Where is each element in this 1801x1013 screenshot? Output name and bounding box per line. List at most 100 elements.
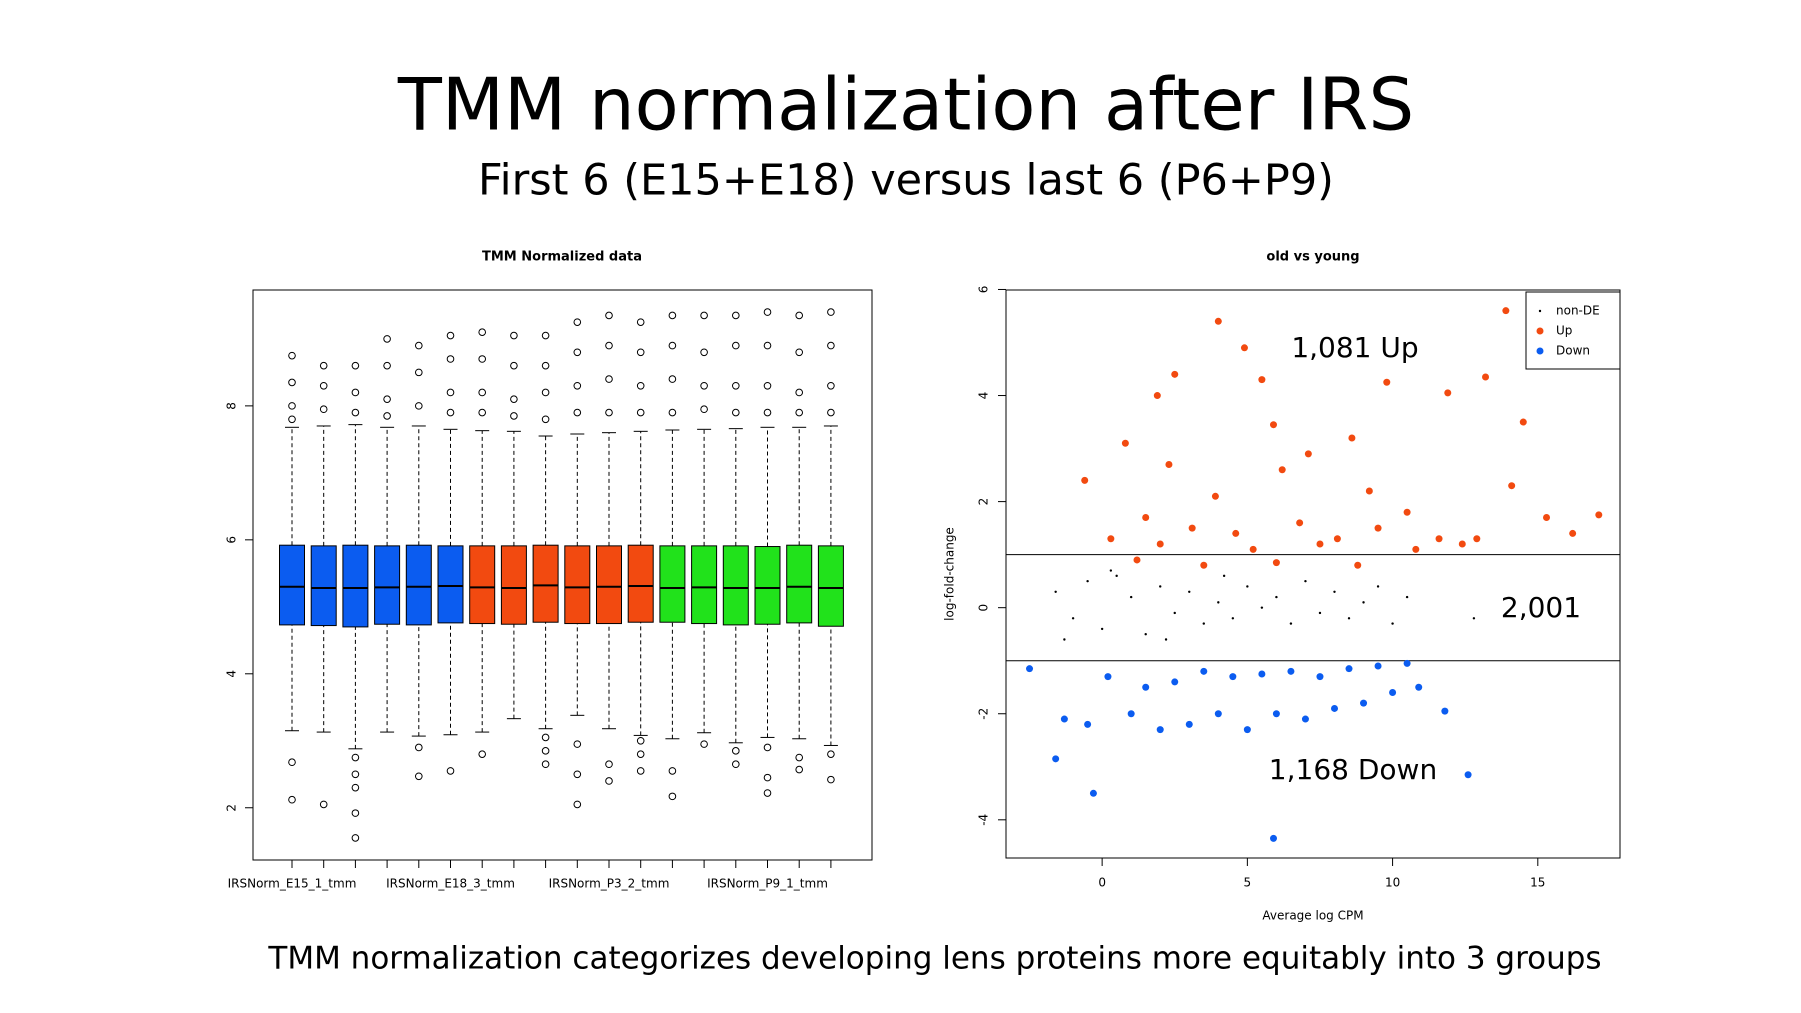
point bbox=[1222, 574, 1226, 578]
outlier bbox=[732, 381, 740, 390]
point bbox=[1159, 585, 1162, 588]
outlier bbox=[288, 351, 296, 360]
point bbox=[1415, 683, 1423, 691]
outlier bbox=[446, 408, 455, 417]
outlier bbox=[700, 381, 708, 390]
point bbox=[1301, 715, 1309, 723]
point bbox=[1121, 439, 1129, 447]
point bbox=[1229, 673, 1237, 681]
outlier bbox=[605, 777, 613, 785]
outlier bbox=[510, 331, 518, 340]
point bbox=[1211, 492, 1219, 500]
point bbox=[1054, 590, 1057, 593]
point bbox=[1188, 524, 1196, 532]
box bbox=[817, 545, 844, 627]
box bbox=[659, 545, 686, 623]
outlier bbox=[763, 743, 772, 752]
slide-footer: TMM normalization categorizes developing… bbox=[267, 941, 1601, 977]
outlier bbox=[319, 381, 328, 390]
point bbox=[1164, 638, 1168, 641]
outlier bbox=[668, 408, 677, 417]
point bbox=[1269, 834, 1277, 842]
outlier bbox=[795, 311, 804, 320]
point bbox=[1200, 667, 1208, 675]
point bbox=[1441, 707, 1449, 715]
point bbox=[1129, 595, 1133, 599]
outlier bbox=[478, 328, 487, 336]
point bbox=[1316, 540, 1324, 548]
outlier bbox=[510, 412, 518, 420]
x-tick-label: IRSNorm_P3_2_tmm bbox=[549, 877, 670, 891]
point bbox=[1435, 535, 1443, 543]
point bbox=[1171, 678, 1179, 686]
outlier bbox=[415, 341, 423, 350]
outlier bbox=[795, 765, 804, 774]
outlier bbox=[573, 800, 582, 809]
point bbox=[1360, 699, 1368, 707]
outlier bbox=[415, 368, 423, 377]
outlier bbox=[446, 331, 455, 340]
outlier bbox=[478, 388, 487, 397]
point bbox=[1519, 418, 1527, 426]
point bbox=[1231, 617, 1235, 620]
outlier bbox=[541, 760, 550, 769]
point bbox=[1502, 307, 1510, 315]
point bbox=[1171, 370, 1179, 378]
point bbox=[1333, 590, 1336, 593]
point bbox=[1304, 579, 1307, 583]
y-tick-label: 4 bbox=[225, 670, 239, 678]
outlier bbox=[319, 800, 328, 809]
x-tick-label: IRSNorm_E15_1_tmm bbox=[228, 877, 357, 891]
outlier bbox=[605, 408, 613, 417]
outlier bbox=[288, 378, 296, 387]
point bbox=[1142, 683, 1150, 691]
outlier bbox=[541, 733, 550, 742]
outlier bbox=[763, 789, 772, 797]
outlier bbox=[383, 335, 391, 343]
outlier bbox=[827, 341, 835, 350]
box bbox=[405, 544, 432, 626]
point bbox=[1275, 595, 1278, 599]
point bbox=[1115, 574, 1118, 578]
outlier bbox=[668, 767, 677, 775]
point bbox=[1142, 514, 1150, 522]
point bbox=[1376, 585, 1380, 588]
box bbox=[310, 545, 337, 627]
point bbox=[1508, 482, 1516, 490]
plot-frame bbox=[252, 289, 873, 861]
outlier bbox=[415, 772, 423, 781]
point bbox=[1472, 617, 1476, 620]
box bbox=[596, 545, 622, 625]
outlier bbox=[573, 408, 582, 417]
point bbox=[1405, 595, 1409, 599]
outlier bbox=[573, 348, 582, 357]
point bbox=[1569, 529, 1577, 537]
point bbox=[1330, 704, 1338, 712]
outlier bbox=[700, 405, 708, 414]
point bbox=[1260, 606, 1264, 609]
outlier bbox=[383, 412, 391, 420]
outlier bbox=[446, 388, 455, 397]
outlier bbox=[732, 760, 740, 769]
outlier bbox=[636, 408, 645, 417]
legend-label: Down bbox=[1556, 344, 1590, 358]
outlier bbox=[732, 311, 740, 320]
outlier bbox=[763, 341, 772, 350]
outlier bbox=[700, 311, 708, 320]
outlier bbox=[383, 395, 391, 403]
outlier bbox=[668, 375, 677, 383]
x-tick-label: 0 bbox=[1098, 876, 1106, 890]
outlier bbox=[827, 308, 835, 316]
outlier bbox=[319, 361, 328, 370]
y-axis-label: log-fold-change bbox=[943, 527, 957, 621]
x-tick-label: 15 bbox=[1530, 876, 1545, 890]
box bbox=[500, 545, 527, 625]
annotation: 1,168 Down bbox=[1269, 753, 1437, 786]
outlier bbox=[636, 736, 645, 745]
y-tick-label: -2 bbox=[977, 708, 991, 720]
point bbox=[1272, 710, 1280, 718]
outlier bbox=[541, 415, 550, 424]
outlier bbox=[541, 747, 550, 755]
